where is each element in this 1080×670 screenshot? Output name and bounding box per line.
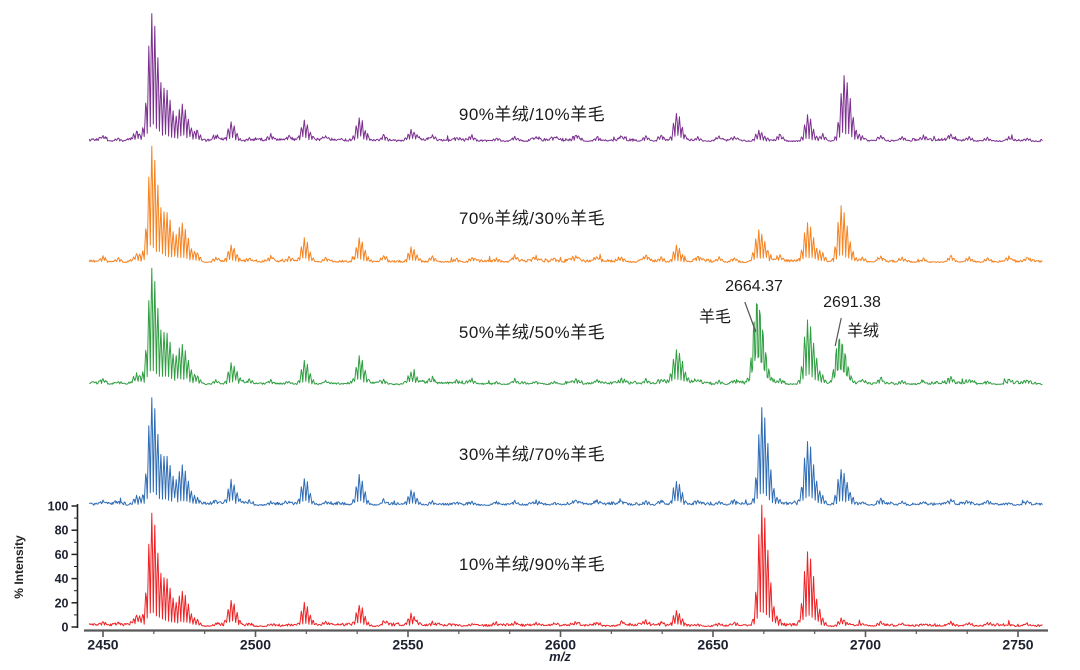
x-axis-tick-label: 2700 bbox=[850, 637, 881, 653]
x-axis-tick-label: 2450 bbox=[87, 637, 118, 653]
y-axis-tick-label: 80 bbox=[55, 524, 69, 538]
y-axis-tick-label: 40 bbox=[55, 572, 69, 586]
peak-annotation-cashmere-mz: 2691.38 bbox=[823, 294, 881, 311]
y-axis-tick-label: 60 bbox=[55, 548, 69, 562]
series-label-10-cashmere: 10%羊绒/90%羊毛 bbox=[458, 555, 606, 574]
series-label-30-cashmere: 30%羊绒/70%羊毛 bbox=[458, 445, 606, 464]
spectrum-trace-4 bbox=[88, 504, 1043, 628]
x-axis-label: m/z bbox=[549, 649, 571, 664]
y-axis-tick-label: 100 bbox=[48, 500, 69, 514]
peak-annotation-cashmere-label: 羊绒 bbox=[846, 323, 879, 340]
spectrum-trace-0 bbox=[88, 13, 1043, 143]
x-axis-tick-label: 2500 bbox=[240, 637, 271, 653]
series-label-70-cashmere: 70%羊绒/30%羊毛 bbox=[458, 209, 606, 228]
series-label-50-cashmere: 50%羊绒/50%羊毛 bbox=[458, 323, 606, 342]
spectrum-trace-1 bbox=[88, 145, 1043, 264]
y-axis-label: % Intensity bbox=[12, 535, 26, 599]
annotation-leader-cashmere bbox=[834, 317, 842, 347]
peak-annotation-wool-label: 羊毛 bbox=[698, 309, 731, 326]
annotation-leader-wool bbox=[744, 301, 757, 333]
y-axis-tick-label: 0 bbox=[62, 621, 69, 635]
spectrum-trace-2 bbox=[89, 267, 1043, 386]
peak-annotation-wool-mz: 2664.37 bbox=[725, 278, 783, 295]
series-label-90-cashmere: 90%羊绒/10%羊毛 bbox=[458, 105, 606, 124]
x-axis-tick-label: 2650 bbox=[697, 637, 728, 653]
y-axis-tick-label: 20 bbox=[55, 596, 69, 610]
x-axis-tick-label: 2750 bbox=[1002, 637, 1033, 653]
x-axis-tick-label: 2550 bbox=[392, 637, 423, 653]
spectrum-trace-3 bbox=[89, 397, 1043, 507]
x-axis-tick-label: 2600 bbox=[545, 637, 576, 653]
